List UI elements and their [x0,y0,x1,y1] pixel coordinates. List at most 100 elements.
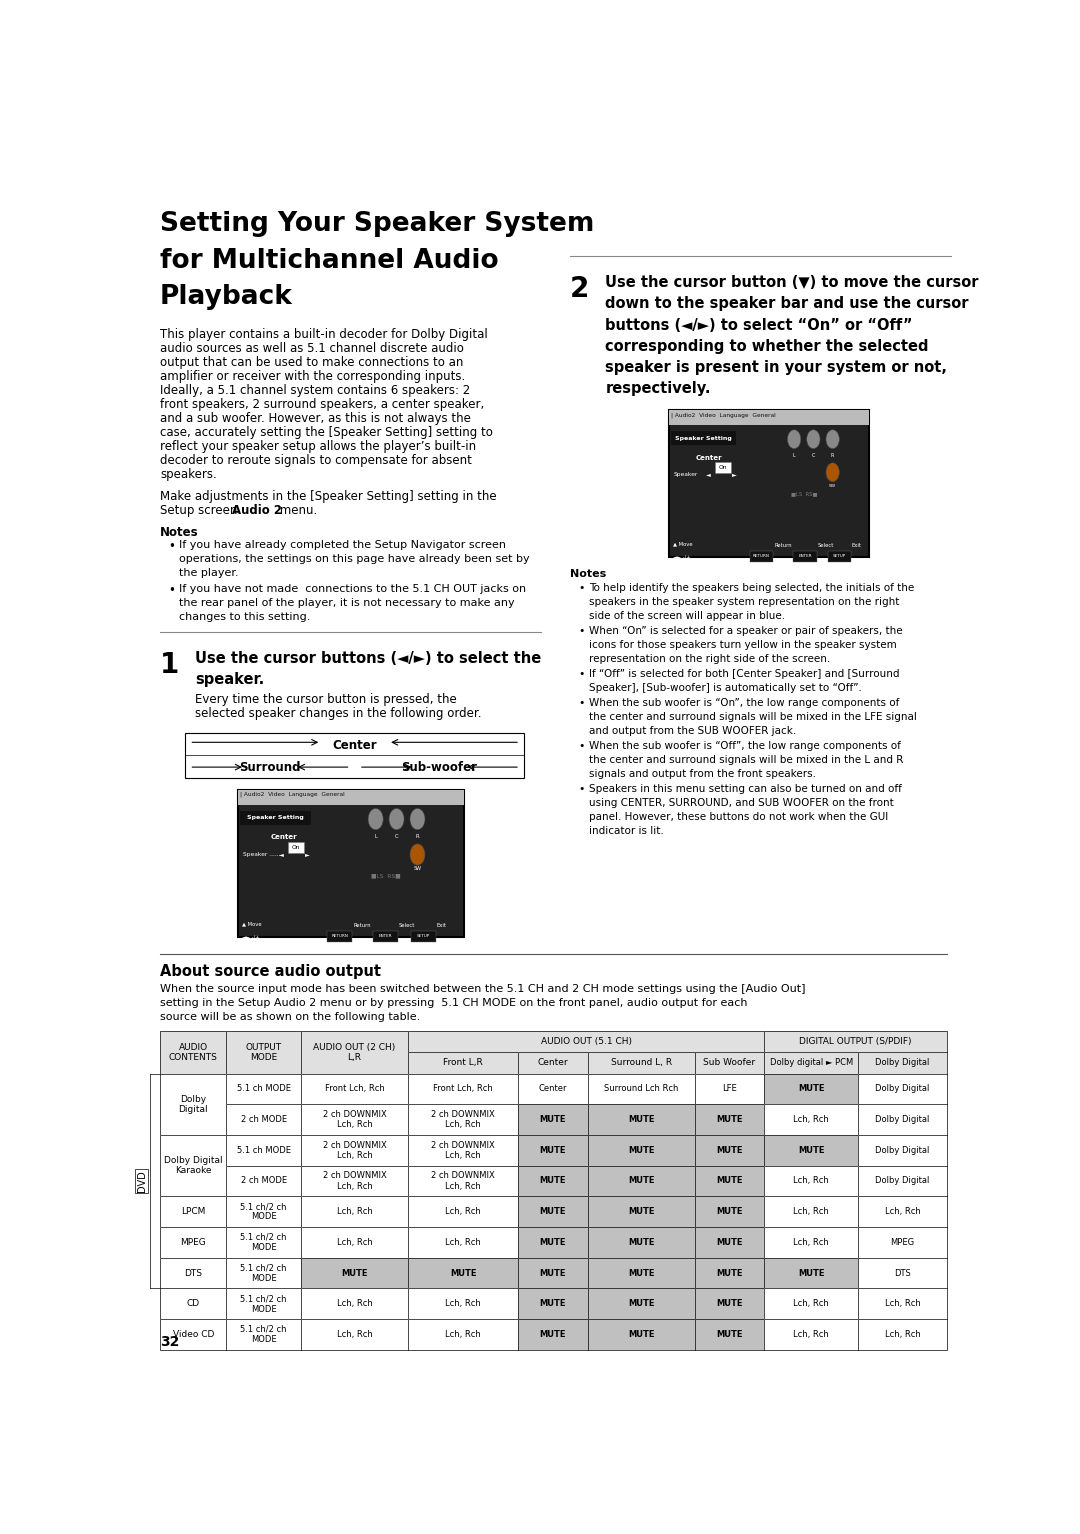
Bar [227,1074,301,1104]
Text: down to the speaker bar and use the cursor: down to the speaker bar and use the curs… [606,296,969,311]
Bar [160,1074,227,1135]
Bar [765,1166,859,1197]
Text: Speakers in this menu setting can also be turned on and off: Speakers in this menu setting can also b… [589,784,902,795]
Text: indicator is lit.: indicator is lit. [589,825,663,836]
Text: Speaker Setting: Speaker Setting [247,816,303,821]
Bar [694,1104,765,1135]
Text: Setting Your Speaker System: Setting Your Speaker System [160,212,594,238]
Bar [408,1074,518,1104]
Bar [227,1031,301,1074]
Text: respectively.: respectively. [606,382,711,396]
Bar [588,1104,694,1135]
Text: Center: Center [333,739,377,752]
Text: signals and output from the front speakers.: signals and output from the front speake… [589,769,815,779]
Bar [301,1258,408,1289]
Bar [694,1289,765,1319]
Text: audio sources as well as 5.1 channel discrete audio: audio sources as well as 5.1 channel dis… [160,342,464,356]
Bar [671,431,737,445]
Bar [408,1227,518,1258]
Text: Lch, Rch: Lch, Rch [885,1299,920,1309]
Text: About source audio output: About source audio output [160,965,381,979]
Bar [765,1227,859,1258]
Text: DTS: DTS [185,1269,202,1278]
Text: representation on the right side of the screen.: representation on the right side of the … [589,653,829,664]
Text: the player.: the player. [178,568,239,578]
Text: MUTE: MUTE [540,1238,566,1247]
Text: menu.: menu. [275,503,316,517]
Bar [765,1052,859,1074]
Text: Ideally, a 5.1 channel system contains 6 speakers: 2: Ideally, a 5.1 channel system contains 6… [160,384,471,397]
Circle shape [389,808,404,830]
Bar [694,1074,765,1104]
Text: C: C [812,454,815,459]
Circle shape [826,463,839,482]
Text: •: • [579,583,585,594]
Text: Every time the cursor button is pressed, the: Every time the cursor button is pressed,… [195,693,457,706]
Text: Lch, Rch: Lch, Rch [794,1238,829,1247]
Circle shape [787,430,801,448]
Bar [859,1289,947,1319]
Text: speakers.: speakers. [160,468,217,480]
Circle shape [826,430,839,448]
Bar [301,1104,408,1135]
Text: Video CD: Video CD [173,1330,214,1339]
Bar [588,1258,694,1289]
Text: Dolby Digital: Dolby Digital [875,1058,930,1068]
Bar [859,1258,947,1289]
Bar [227,1104,301,1135]
Text: Lch, Rch: Lch, Rch [794,1299,829,1309]
Text: the center and surround signals will be mixed in the LFE signal: the center and surround signals will be … [589,712,917,723]
Bar [765,1289,859,1319]
Bar [694,1135,765,1166]
Bar [518,1104,588,1135]
Bar [238,790,463,805]
Text: DIGITAL OUTPUT (S/PDIF): DIGITAL OUTPUT (S/PDIF) [799,1037,912,1046]
Bar [301,1104,408,1135]
Bar [765,1258,859,1289]
Bar [518,1104,588,1135]
Bar [160,1135,227,1197]
Text: If you have not made  connections to the 5.1 CH OUT jacks on: If you have not made connections to the … [178,584,526,594]
Text: 2 ch DOWNMIX
Lch, Rch: 2 ch DOWNMIX Lch, Rch [431,1172,495,1190]
Text: •: • [579,784,585,795]
Bar [694,1319,765,1350]
Bar [160,1197,227,1227]
Bar [301,1135,408,1166]
Text: Dolby Digital: Dolby Digital [875,1177,930,1186]
Bar [408,1135,518,1166]
Text: 2 ch DOWNMIX
Lch, Rch: 2 ch DOWNMIX Lch, Rch [323,1111,387,1129]
Text: selected speaker changes in the following order.: selected speaker changes in the followin… [195,707,482,719]
Bar [327,931,352,942]
Text: CD: CD [187,1299,200,1309]
Bar [301,1031,408,1074]
Text: MUTE: MUTE [716,1269,743,1278]
Bar [588,1258,694,1289]
Text: Center: Center [538,1058,568,1068]
Text: •: • [579,626,585,637]
Text: SETUP: SETUP [833,554,846,558]
Text: MPEG: MPEG [890,1238,915,1247]
Text: SW: SW [414,867,421,871]
Text: Lch, Rch: Lch, Rch [337,1238,373,1247]
Bar [301,1289,408,1319]
Text: This player contains a built-in decoder for Dolby Digital: This player contains a built-in decoder … [160,328,488,341]
Bar [227,1197,301,1227]
Bar [160,1197,227,1227]
Bar [227,1197,301,1227]
Text: ENTER: ENTER [798,554,812,558]
Bar [227,1258,301,1289]
Bar [408,1166,518,1197]
Bar [227,1258,301,1289]
Text: MUTE: MUTE [716,1299,743,1309]
Text: Lch, Rch: Lch, Rch [885,1330,920,1339]
Bar [160,1319,227,1350]
Text: Speaker ......: Speaker ...... [243,853,280,858]
Text: On: On [292,845,300,850]
Text: Lch, Rch: Lch, Rch [337,1330,373,1339]
Bar [588,1074,694,1104]
Bar [859,1166,947,1197]
Text: When the sub woofer is “Off”, the low range components of: When the sub woofer is “Off”, the low ra… [589,741,901,752]
Bar [765,1052,859,1074]
Bar [765,1258,859,1289]
Text: Make adjustments in the [Speaker Setting] setting in the: Make adjustments in the [Speaker Setting… [160,489,497,503]
